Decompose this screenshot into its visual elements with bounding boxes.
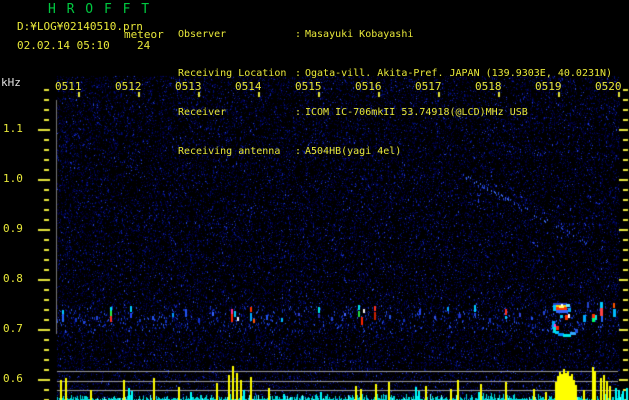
- freq-tick-label: 0.9: [3, 222, 23, 235]
- station-info-row: Receiving Location: Ogata-vill. Akita-Pre…: [178, 67, 612, 80]
- time-tick-label: 0520: [595, 80, 622, 93]
- observation-datetime: 02.02.14 05:10: [17, 39, 110, 52]
- observation-mode-label: meteor: [124, 28, 164, 41]
- app-title: H R O F F T: [48, 2, 151, 17]
- freq-axis-unit: kHz: [1, 76, 21, 89]
- freq-tick-label: 0.7: [3, 322, 23, 335]
- info-value: Ogata-vill. Akita-Pref. JAPAN (139.9303E…: [305, 68, 613, 79]
- info-value: Masayuki Kobayashi: [305, 29, 414, 40]
- info-colon: :: [295, 107, 302, 118]
- freq-tick-label: 0.8: [3, 272, 23, 285]
- time-tick-label: 0518: [475, 80, 502, 93]
- time-tick-label: 0515: [295, 80, 322, 93]
- time-tick-label: 0519: [535, 80, 562, 93]
- info-label: Receiving Location: [178, 68, 287, 79]
- freq-tick-label: 1.1: [3, 122, 23, 135]
- freq-tick-label: 1.0: [3, 172, 23, 185]
- info-colon: :: [295, 68, 302, 79]
- time-tick-label: 0512: [115, 80, 142, 93]
- info-label: Receiving antenna: [178, 146, 281, 157]
- info-value: ICOM IC-706mkII 53.74918(@LCD)MHz USB: [305, 107, 528, 118]
- time-tick-label: 0514: [235, 80, 262, 93]
- station-info-row: Receiving antenna: A504HB(yagi 4el): [178, 145, 612, 158]
- time-tick-label: 0511: [55, 80, 82, 93]
- echo-count: 24: [137, 39, 151, 52]
- station-info-row: Observer: Masayuki Kobayashi: [178, 28, 612, 41]
- time-tick-label: 0513: [175, 80, 202, 93]
- time-tick-label: 0516: [355, 80, 382, 93]
- freq-tick-label: 0.6: [3, 372, 23, 385]
- log-file-path: D:¥LOG¥02140510.prn: [17, 20, 143, 33]
- station-info-row: Receiver: ICOM IC-706mkII 53.74918(@LCD)M…: [178, 106, 612, 119]
- time-tick-label: 0517: [415, 80, 442, 93]
- info-label: Receiver: [178, 107, 227, 118]
- info-colon: :: [295, 29, 302, 40]
- info-value: A504HB(yagi 4el): [305, 146, 402, 157]
- info-colon: :: [295, 146, 302, 157]
- station-info: Observer: Masayuki Kobayashi Receiving Lo…: [178, 2, 612, 184]
- info-label: Observer: [178, 29, 227, 40]
